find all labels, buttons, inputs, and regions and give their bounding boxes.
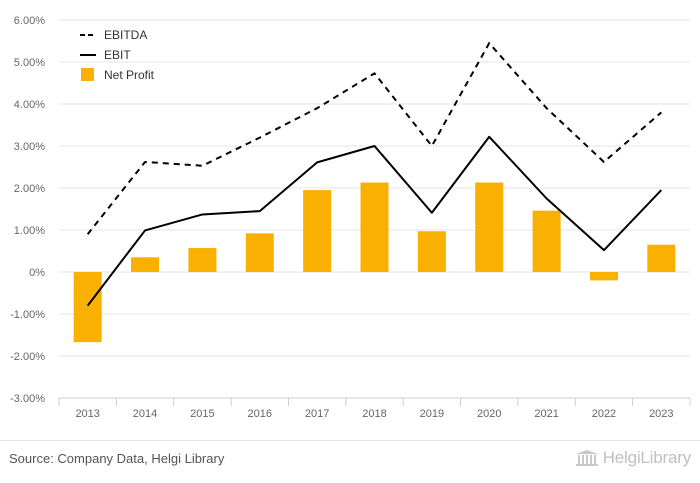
x-tick-label: 2013 [75,408,99,420]
net-profit-bar[interactable] [589,272,618,281]
net-profit-bar[interactable] [303,190,332,272]
x-tick-label: 2014 [133,408,157,420]
brand-logo[interactable]: HelgiLibrary [575,446,691,470]
net-profit-bar[interactable] [417,231,446,272]
x-tick-label: 2018 [362,408,386,420]
legend-swatch [81,68,94,81]
y-tick-label: 3.00% [14,141,45,153]
net-profit-bar[interactable] [188,248,217,272]
y-tick-label: -2.00% [10,351,45,363]
legend-label[interactable]: EBITDA [104,28,147,42]
legend-label[interactable]: EBIT [104,48,131,62]
x-tick-label: 2019 [420,408,444,420]
y-tick-label: 0% [29,267,45,279]
x-tick-label: 2021 [534,408,558,420]
net-profit-bar[interactable] [475,182,504,272]
net-profit-bar[interactable] [532,210,561,272]
y-tick-label: 1.00% [14,225,45,237]
net-profit-bar[interactable] [73,272,102,343]
net-profit-bar[interactable] [131,257,160,272]
y-tick-label: -1.00% [10,309,45,321]
x-tick-label: 2020 [477,408,501,420]
x-tick-label: 2015 [190,408,214,420]
net-profit-bar[interactable] [647,244,676,272]
x-tick-label: 2023 [649,408,673,420]
brand-name: HelgiLibrary [602,448,692,467]
net-profit-bar[interactable] [245,233,274,272]
x-tick-label: 2017 [305,408,329,420]
net-profit-bar[interactable] [360,182,389,272]
library-building-icon [575,449,599,467]
y-tick-label: 5.00% [14,57,45,69]
chart-svg: -3.00% -2.00% -1.00% 0% 1.00% 2.00% 3.00% 4.00%… [10,15,691,420]
y-tick-label: -3.00% [10,393,45,405]
legend-label[interactable]: Net Profit [104,68,155,82]
y-tick-label: 2.00% [14,183,45,195]
y-tick-label: 6.00% [14,15,45,27]
ebitda-line[interactable] [86,42,662,235]
source-note: Source: Company Data, Helgi Library [9,451,225,466]
x-tick-label: 2022 [592,408,616,420]
footer-divider [0,440,700,441]
ebit-line[interactable] [86,135,663,307]
y-tick-label: 4.00% [14,99,45,111]
x-tick-label: 2016 [248,408,272,420]
